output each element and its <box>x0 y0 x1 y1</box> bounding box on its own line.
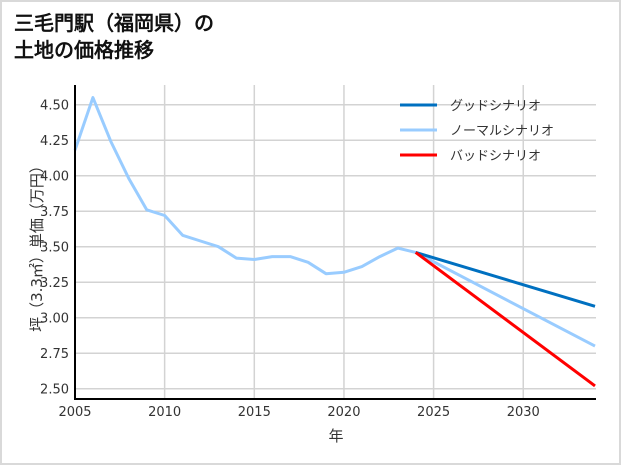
y-tick-label: 3.75 <box>40 205 69 220</box>
x-axis-label: 年 <box>328 427 343 445</box>
x-tick-label: 2025 <box>417 405 450 420</box>
legend-label: ノーマルシナリオ <box>450 124 554 139</box>
x-tick-label: 2030 <box>507 405 540 420</box>
chart-title-line2: 土地の価格推移 <box>14 38 154 62</box>
series-line <box>414 251 596 388</box>
legend-label: グッドシナリオ <box>450 99 541 114</box>
x-tick-label: 2005 <box>58 405 91 420</box>
legend-label: バッドシナリオ <box>450 149 541 164</box>
y-tick-label: 4.25 <box>40 134 69 149</box>
series-line <box>415 250 596 308</box>
y-tick-label: 3.50 <box>40 241 69 256</box>
y-tick-label: 2.75 <box>40 347 69 362</box>
y-tick-label: 3.25 <box>40 276 69 291</box>
chart-title: 三毛門駅（福岡県）の 土地の価格推移 <box>14 10 214 64</box>
grid-lines <box>75 85 596 399</box>
tick-labels: 2.50 2.75 3.00 3.25 3.50 3.75 4.00 4.25 4.50 2005… <box>40 99 540 420</box>
y-tick-label: 4.00 <box>40 170 69 185</box>
x-tick-label: 2020 <box>327 405 360 420</box>
x-tick-label: 2010 <box>148 405 181 420</box>
y-tick-label: 2.50 <box>40 383 69 398</box>
data-series <box>73 96 596 388</box>
y-axis-label: 坪（3.3㎡）単価（万円） <box>28 158 46 332</box>
axes <box>74 85 596 400</box>
y-tick-label: 3.00 <box>40 312 69 327</box>
x-tick-label: 2015 <box>238 405 271 420</box>
series-line <box>73 96 596 348</box>
chart-title-line1: 三毛門駅（福岡県）の <box>14 11 214 35</box>
y-tick-label: 4.50 <box>40 99 69 114</box>
